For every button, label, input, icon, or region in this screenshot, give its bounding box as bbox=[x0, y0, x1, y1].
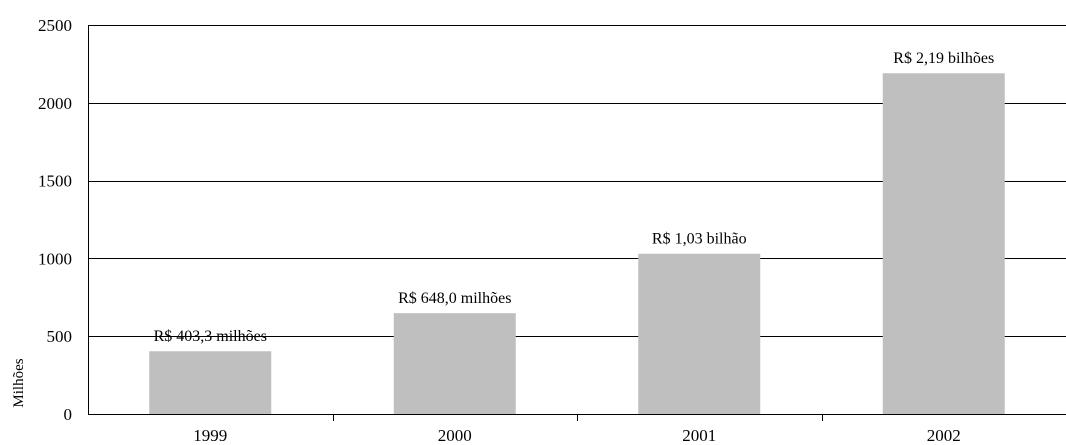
data-label-2000: R$ 648,0 milhões bbox=[398, 290, 511, 307]
x-tick-label-1999: 1999 bbox=[193, 426, 227, 445]
bar-data-labels: R$ 403,3 milhões R$ 648,0 milhões R$ 1,03 … bbox=[154, 50, 995, 345]
y-axis-title: Milhões bbox=[11, 358, 27, 407]
y-tick-label: 500 bbox=[47, 327, 73, 346]
x-category-labels: 1999 2000 2001 2002 bbox=[193, 426, 961, 445]
y-tick-label: 1000 bbox=[38, 249, 72, 268]
x-tick-label-2002: 2002 bbox=[927, 426, 961, 445]
data-label-2001: R$ 1,03 bilhão bbox=[652, 231, 747, 248]
y-tick-label: 2500 bbox=[38, 16, 72, 35]
bar-2000 bbox=[393, 313, 516, 414]
y-tick-label: 2000 bbox=[38, 94, 72, 113]
x-tick-label-2001: 2001 bbox=[682, 426, 716, 445]
axes bbox=[88, 25, 1066, 421]
y-tick-label: 0 bbox=[64, 405, 73, 424]
bar-1999 bbox=[149, 351, 272, 414]
bar-2001 bbox=[638, 253, 761, 414]
data-label-2002: R$ 2,19 bilhões bbox=[893, 50, 994, 67]
bar-2002 bbox=[882, 73, 1005, 415]
y-tick-label: 1500 bbox=[38, 172, 72, 191]
data-label-1999: R$ 403,3 milhões bbox=[154, 328, 267, 345]
bars bbox=[149, 73, 1005, 415]
y-tick-labels: 0 500 1000 1500 2000 2500 bbox=[38, 16, 72, 424]
x-tick-label-2000: 2000 bbox=[438, 426, 472, 445]
